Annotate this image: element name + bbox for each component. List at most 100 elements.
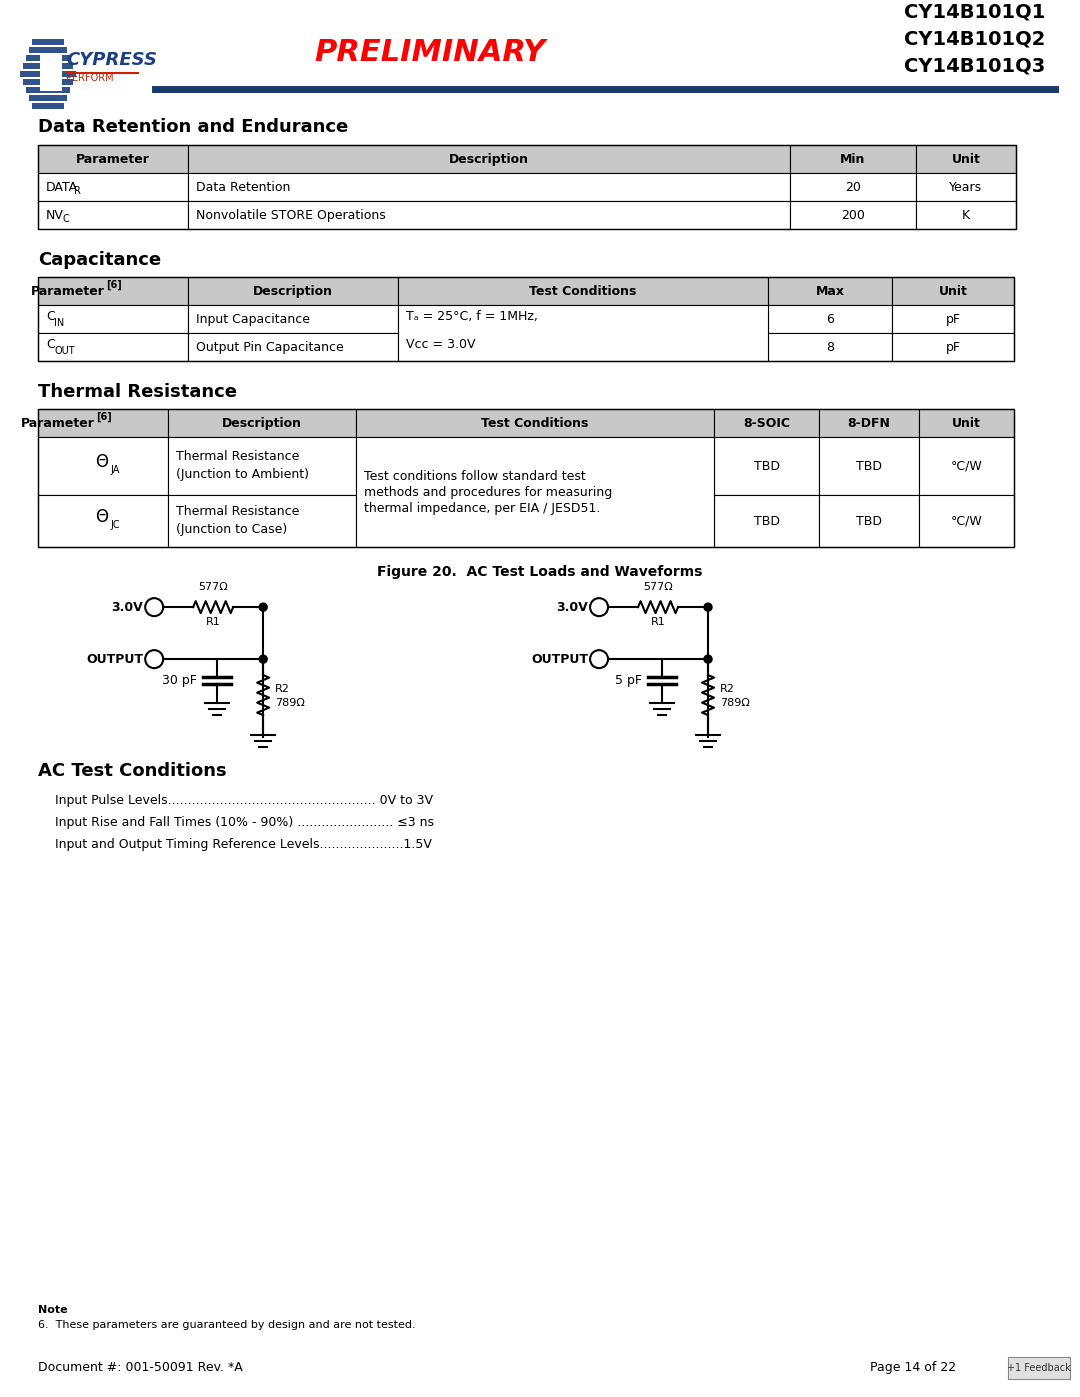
Text: 20: 20 <box>845 180 861 194</box>
Text: R2: R2 <box>720 685 734 694</box>
Text: methods and procedures for measuring: methods and procedures for measuring <box>364 486 612 499</box>
Text: Θ: Θ <box>95 453 108 471</box>
Text: Page 14 of 22: Page 14 of 22 <box>870 1361 956 1373</box>
Bar <box>168 409 356 437</box>
Text: JA: JA <box>110 465 120 475</box>
Text: Test Conditions: Test Conditions <box>529 285 637 298</box>
Text: 6.  These parameters are guaranteed by design and are not tested.: 6. These parameters are guaranteed by de… <box>38 1320 416 1330</box>
Bar <box>819 495 919 548</box>
Bar <box>29 95 67 101</box>
Bar <box>188 305 399 334</box>
Bar <box>24 80 73 85</box>
Bar <box>38 495 168 548</box>
Bar <box>38 334 188 362</box>
Text: 5 pF: 5 pF <box>615 673 642 687</box>
Bar <box>38 305 188 334</box>
Bar <box>789 145 916 173</box>
Text: Figure 20.  AC Test Loads and Waveforms: Figure 20. AC Test Loads and Waveforms <box>377 566 703 580</box>
Text: Max: Max <box>815 285 845 298</box>
Bar <box>714 409 819 437</box>
Bar <box>188 277 399 305</box>
Bar <box>819 409 919 437</box>
Text: Θ: Θ <box>95 509 108 527</box>
Text: Input Rise and Fall Times (10% - 90%) ........................ ≤3 ns: Input Rise and Fall Times (10% - 90%) ..… <box>55 816 434 828</box>
Text: Input and Output Timing Reference Levels.....................1.5V: Input and Output Timing Reference Levels… <box>55 838 432 851</box>
Text: CY14B101Q3: CY14B101Q3 <box>904 57 1045 75</box>
Text: Parameter: Parameter <box>31 285 105 298</box>
Text: Test Conditions: Test Conditions <box>482 416 589 430</box>
Text: Description: Description <box>253 285 333 298</box>
Bar <box>919 495 1014 548</box>
Bar <box>32 103 64 109</box>
Bar <box>1008 1356 1070 1379</box>
Text: C: C <box>46 338 55 351</box>
Text: DATA: DATA <box>46 180 79 194</box>
Text: Unit: Unit <box>951 416 981 430</box>
Text: Years: Years <box>949 180 983 194</box>
Text: Thermal Resistance: Thermal Resistance <box>176 504 299 518</box>
Text: Test conditions follow standard test: Test conditions follow standard test <box>364 469 585 483</box>
Bar <box>916 173 1016 201</box>
Text: Output Pin Capacitance: Output Pin Capacitance <box>197 341 343 353</box>
Text: 789Ω: 789Ω <box>720 698 750 708</box>
Text: AC Test Conditions: AC Test Conditions <box>38 763 227 780</box>
Circle shape <box>259 655 267 664</box>
Text: [6]: [6] <box>106 279 122 291</box>
Text: Tₐ = 25°C, f = 1MHz,: Tₐ = 25°C, f = 1MHz, <box>406 310 538 323</box>
Text: C: C <box>63 214 69 225</box>
Text: IN: IN <box>54 319 65 328</box>
Bar <box>916 145 1016 173</box>
Text: C: C <box>46 310 55 323</box>
Text: OUT: OUT <box>54 346 75 356</box>
Text: Data Retention: Data Retention <box>197 180 291 194</box>
Bar <box>188 173 789 201</box>
Text: Parameter: Parameter <box>22 416 95 430</box>
Text: Capacitance: Capacitance <box>38 251 161 270</box>
Bar <box>21 71 77 77</box>
Circle shape <box>704 604 712 610</box>
Bar <box>399 277 768 305</box>
Bar <box>38 277 188 305</box>
Text: 30 pF: 30 pF <box>162 673 198 687</box>
Text: R2: R2 <box>275 685 291 694</box>
Bar <box>26 87 70 94</box>
Text: OUTPUT: OUTPUT <box>531 652 588 665</box>
Bar <box>714 437 819 495</box>
Bar <box>29 47 67 53</box>
Text: K: K <box>962 208 970 222</box>
Bar <box>768 277 892 305</box>
Text: 3.0V: 3.0V <box>556 601 588 613</box>
Text: TBD: TBD <box>754 460 780 472</box>
Text: pF: pF <box>945 341 960 353</box>
Text: Input Capacitance: Input Capacitance <box>197 313 310 326</box>
Bar <box>38 173 188 201</box>
Bar <box>892 305 1014 334</box>
Bar <box>38 145 1016 229</box>
Text: Description: Description <box>449 152 529 166</box>
Bar <box>892 334 1014 362</box>
Text: Min: Min <box>840 152 866 166</box>
Text: 577Ω: 577Ω <box>199 583 228 592</box>
Bar <box>714 495 819 548</box>
Text: 8-SOIC: 8-SOIC <box>743 416 789 430</box>
Bar <box>168 495 356 548</box>
Text: CY14B101Q2: CY14B101Q2 <box>904 29 1045 49</box>
Text: Parameter: Parameter <box>77 152 150 166</box>
Circle shape <box>259 604 267 610</box>
Text: Thermal Resistance: Thermal Resistance <box>176 450 299 462</box>
Text: 577Ω: 577Ω <box>644 583 673 592</box>
Text: PRELIMINARY: PRELIMINARY <box>314 38 545 67</box>
Bar <box>768 334 892 362</box>
Bar <box>399 305 768 362</box>
Text: 6: 6 <box>826 313 834 326</box>
Bar <box>188 145 789 173</box>
Bar <box>356 437 714 548</box>
Bar <box>356 409 714 437</box>
Text: pF: pF <box>945 313 960 326</box>
Bar <box>32 39 64 45</box>
Text: Unit: Unit <box>951 152 981 166</box>
Text: R1: R1 <box>206 617 220 627</box>
Text: Data Retention and Endurance: Data Retention and Endurance <box>38 119 349 137</box>
Bar <box>38 277 1014 362</box>
Text: CY14B101Q1: CY14B101Q1 <box>904 3 1045 22</box>
